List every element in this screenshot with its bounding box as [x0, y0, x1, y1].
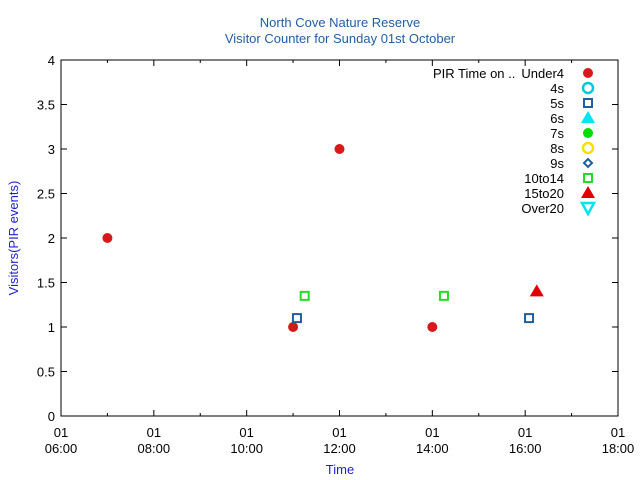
point-under4 — [334, 144, 345, 154]
point-5s — [291, 313, 302, 324]
legend-label-10to14: 10to14 — [524, 171, 564, 186]
x-tick-day: 01 — [239, 425, 253, 440]
x-tick-day: 01 — [518, 425, 532, 440]
x-tick-day: 01 — [332, 425, 346, 440]
legend-marker-10to14 — [583, 173, 593, 183]
legend-label-7s: 7s — [550, 126, 564, 141]
x-tick-time: 10:00 — [230, 441, 263, 456]
data-points — [102, 144, 544, 332]
y-tick-label: 0.5 — [37, 365, 55, 380]
x-tick-time: 12:00 — [323, 441, 356, 456]
x-tick-time: 18:00 — [602, 441, 635, 456]
x-tick-time: 08:00 — [138, 441, 171, 456]
legend: PIR Time on .. Under44s5s6s7s8s9s10to141… — [433, 66, 597, 217]
legend-label-4s: 4s — [550, 81, 564, 96]
x-tick-day: 01 — [611, 425, 625, 440]
legend-marker-8s — [581, 141, 595, 155]
y-tick-label: 2 — [48, 231, 55, 246]
legend-label-9s: 9s — [550, 156, 564, 171]
legend-label-6s: 6s — [550, 111, 564, 126]
legend-marker-9s — [582, 157, 594, 169]
point-under4 — [102, 233, 113, 243]
point-under4 — [288, 322, 299, 332]
x-tick-time: 16:00 — [509, 441, 542, 456]
legend-marker-15to20 — [581, 186, 595, 198]
y-tick-label: 4 — [48, 53, 55, 68]
x-tick-time: 14:00 — [416, 441, 449, 456]
y-tick-label: 1 — [48, 320, 55, 335]
y-tick-label: 3.5 — [37, 98, 55, 113]
point-10to14 — [299, 290, 310, 301]
legend-label-under4: Under4 — [521, 66, 564, 81]
legend-marker-under4 — [583, 68, 593, 78]
x-tick-time: 06:00 — [45, 441, 78, 456]
point-15to20 — [529, 284, 544, 297]
x-tick-day: 01 — [425, 425, 439, 440]
y-tick-label: 0 — [48, 409, 55, 424]
y-tick-label: 2.5 — [37, 187, 55, 202]
y-tick-label: 3 — [48, 142, 55, 157]
point-5s — [524, 313, 535, 324]
legend-label-8s: 8s — [550, 141, 564, 156]
legend-marker-7s — [583, 128, 593, 138]
legend-marker-over20 — [579, 201, 597, 217]
x-tick-day: 01 — [54, 425, 68, 440]
y-axis-label: Visitors(PIR events) — [6, 181, 21, 296]
point-under4 — [427, 322, 438, 332]
legend-label-15to20: 15to20 — [524, 186, 564, 201]
legend-label-over20: Over20 — [521, 201, 564, 216]
x-tick-day: 01 — [147, 425, 161, 440]
y-tick-label: 1.5 — [37, 276, 55, 291]
plot-frame — [60, 59, 619, 417]
legend-marker-4s — [581, 81, 595, 95]
chart-title: North Cove Nature Reserve — [260, 15, 420, 30]
point-10to14 — [438, 290, 449, 301]
axis-ticks: 00.511.522.533.540106:000108:000110:0001… — [37, 53, 634, 456]
chart-subtitle: Visitor Counter for Sunday 01st October — [225, 31, 456, 46]
legend-title: PIR Time on .. — [433, 66, 515, 81]
x-axis-label: Time — [326, 462, 354, 477]
legend-marker-5s — [583, 98, 593, 108]
legend-marker-6s — [581, 111, 595, 123]
legend-label-5s: 5s — [550, 96, 564, 111]
